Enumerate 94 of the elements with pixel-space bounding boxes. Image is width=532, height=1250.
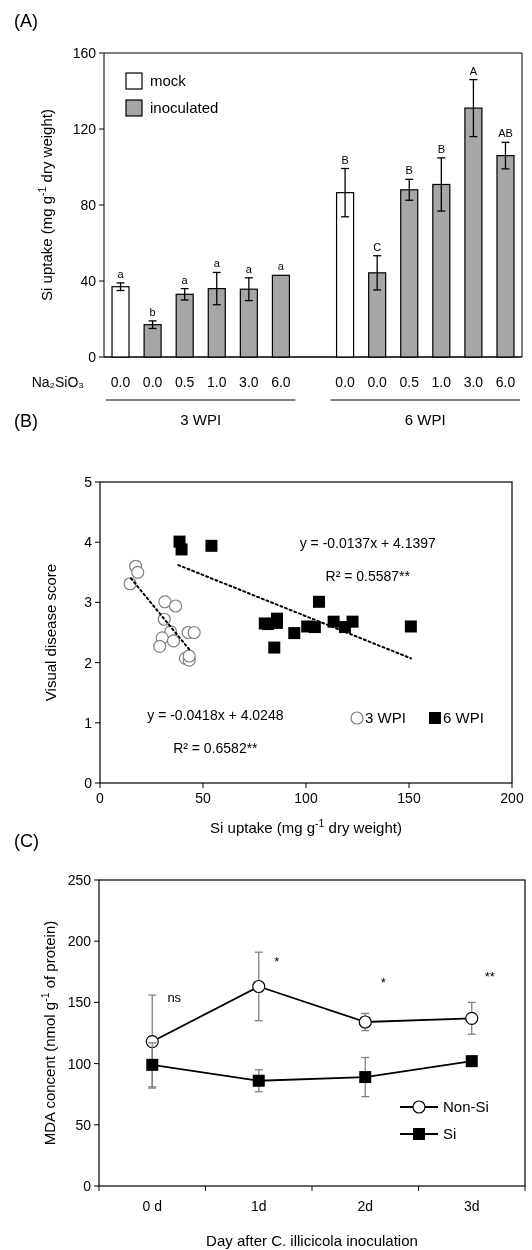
y-tick-label: 40 [80, 272, 97, 289]
x-tick-label: 200 [500, 790, 524, 806]
x-tick-label: 1d [250, 1198, 267, 1214]
x-tick-label: 0.0 [110, 374, 131, 390]
y-tick-label: 250 [67, 871, 92, 888]
point [252, 979, 266, 994]
y-tick-label: 150 [67, 994, 92, 1011]
legend-label: 6 WPI [443, 709, 484, 727]
x-tick-label: 2d [357, 1198, 374, 1214]
x-tick-label: 6.0 [271, 374, 291, 390]
point [131, 565, 145, 579]
data-label: a [181, 273, 189, 286]
data-label: A [469, 64, 478, 77]
y-tick-label: 0 [88, 348, 97, 365]
point [465, 1011, 479, 1025]
annotation: ** [484, 968, 495, 984]
point [169, 599, 183, 613]
y-tick-label: 120 [72, 120, 97, 137]
point [404, 620, 417, 633]
data-label: B [437, 142, 445, 155]
legend-label: 3 WPI [365, 709, 406, 727]
y-tick-label: 4 [84, 534, 93, 551]
annotation: * [380, 975, 386, 991]
point [346, 615, 359, 628]
chart-title: (C) [14, 831, 39, 851]
x-tick-label: 150 [397, 790, 421, 806]
point [268, 641, 281, 654]
data-label: AB [498, 127, 513, 140]
y-tick-label: 160 [72, 44, 97, 61]
data-label: b [149, 305, 156, 318]
x-axis-title: Na₂SiO₃ [31, 374, 84, 390]
x-tick-label: 1.0 [431, 374, 452, 390]
point [146, 1058, 159, 1071]
point [175, 543, 188, 556]
annotation: y = -0.0137x + 4.1397 [299, 535, 437, 552]
x-tick-label: 6.0 [495, 374, 516, 390]
point [465, 1055, 478, 1068]
x-axis-title: Si uptake (mg g$^{-1}$ dry weight) [210, 817, 402, 836]
point [166, 634, 181, 648]
x-tick-label: 0.0 [367, 374, 388, 390]
data-label: a [117, 267, 125, 280]
legend-label: Si [443, 1125, 457, 1143]
y-tick-label: 200 [67, 933, 92, 950]
text: 3 WPI [180, 411, 222, 428]
data-label: B [341, 153, 349, 166]
y-tick-label: 80 [80, 196, 97, 213]
x-tick-label: 100 [294, 790, 318, 806]
chart-title: (B) [14, 411, 38, 431]
annotation: y = -0.0418x + 4.0248 [147, 706, 284, 723]
data-label: C [373, 240, 382, 253]
x-tick-label: 0.5 [174, 374, 195, 390]
point [312, 595, 325, 608]
y-tick-label: 100 [67, 1055, 92, 1072]
point [252, 1074, 265, 1087]
y-axis-title: Visual disease score [42, 563, 59, 702]
legend-label: inoculated [150, 99, 219, 117]
x-tick-label: 0 d [142, 1198, 162, 1214]
legend-label: mock [150, 72, 187, 90]
chart-title: (A) [14, 11, 38, 31]
y-tick-label: 5 [84, 473, 93, 490]
point [288, 627, 301, 640]
point [187, 625, 201, 640]
x-tick-label: 50 [195, 790, 211, 806]
x-tick-label: 0.0 [335, 374, 356, 390]
y-tick-label: 0 [83, 1177, 92, 1194]
y-tick-label: 2 [84, 654, 93, 671]
y-tick-label: 0 [84, 774, 93, 791]
annotation: R² = 0.5587** [325, 568, 411, 585]
text: 6 WPI [404, 411, 446, 428]
point [308, 621, 321, 634]
annotation: * [274, 953, 280, 969]
data-label: B [405, 164, 413, 177]
data-label: a [245, 262, 253, 275]
point [205, 539, 218, 552]
x-tick-label: 1.0 [207, 374, 227, 390]
x-tick-label: 3d [463, 1198, 480, 1214]
point [158, 595, 172, 609]
y-tick-label: 50 [75, 1116, 92, 1133]
data-label: a [213, 257, 221, 270]
annotation: R² = 0.6582** [173, 739, 259, 756]
x-tick-label: 0.0 [142, 374, 163, 390]
y-tick-label: 3 [84, 594, 93, 611]
point [153, 639, 167, 653]
y-tick-label: 1 [84, 714, 93, 731]
x-tick-label: 0.5 [399, 374, 420, 390]
point [270, 616, 283, 629]
point [182, 649, 196, 663]
x-tick-label: 3.0 [463, 374, 484, 390]
data-label: a [277, 260, 285, 273]
legend-label: Non-Si [443, 1098, 489, 1116]
x-axis-title: Day after C. illicicola inoculation [206, 1232, 418, 1249]
point [359, 1071, 372, 1084]
annotation: ns [167, 990, 182, 1006]
x-tick-label: 3.0 [239, 374, 259, 390]
